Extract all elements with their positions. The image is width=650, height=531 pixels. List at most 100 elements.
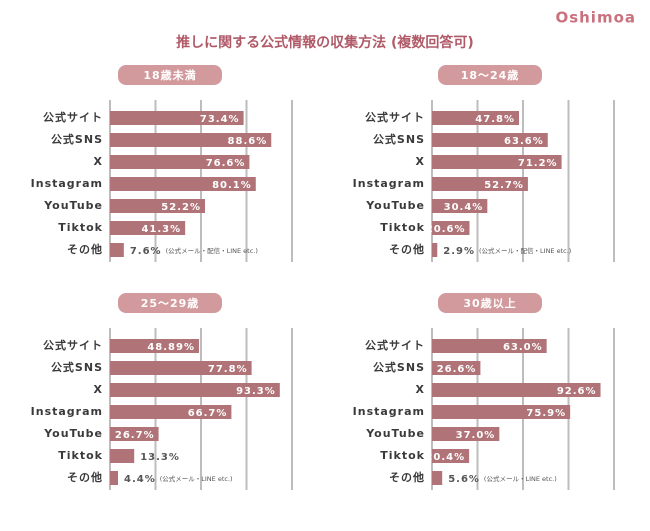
- category-label: X: [416, 155, 425, 168]
- value-label: 52.2%: [161, 202, 201, 213]
- value-label: 26.7%: [115, 430, 155, 441]
- category-label: その他: [67, 242, 103, 256]
- value-label: 2.9%: [443, 246, 475, 257]
- value-note: (公式メール・配信・LINE etc.): [166, 246, 258, 255]
- category-label: 公式サイト: [43, 338, 103, 352]
- category-label: Tiktok: [380, 449, 425, 462]
- panel-title: 25～29歳: [141, 296, 200, 310]
- category-label: 公式サイト: [365, 338, 425, 352]
- bar: [110, 155, 250, 169]
- category-label: 公式SNS: [373, 360, 425, 374]
- value-label: 63.6%: [504, 136, 544, 147]
- bar: [110, 133, 272, 147]
- value-label: 66.7%: [188, 408, 228, 419]
- category-label: その他: [389, 470, 425, 484]
- category-label: X: [94, 155, 103, 168]
- category-label: X: [416, 383, 425, 396]
- category-label: その他: [67, 470, 103, 484]
- bar: [110, 221, 186, 235]
- bar: [432, 133, 548, 147]
- value-label: 7.6%: [130, 246, 162, 257]
- bar: [110, 243, 124, 257]
- bar: [110, 177, 256, 191]
- value-label: 5.6%: [448, 474, 480, 485]
- value-note: (公式メール・LINE etc.): [484, 474, 557, 483]
- value-label: 73.4%: [200, 114, 240, 125]
- value-label: 75.9%: [526, 408, 566, 419]
- brand: Oshimoa: [555, 9, 636, 27]
- bar: [432, 111, 519, 125]
- bar: [432, 221, 470, 235]
- bar: [432, 383, 601, 397]
- category-label: YouTube: [43, 199, 103, 212]
- category-label: Instagram: [353, 405, 425, 418]
- value-label: 48.89%: [147, 342, 195, 353]
- panel-title: 30歳以上: [463, 296, 516, 310]
- value-label: 20.6%: [426, 224, 466, 235]
- value-label: 52.7%: [484, 180, 524, 191]
- value-label: 30.4%: [444, 202, 484, 213]
- bar: [432, 471, 443, 485]
- value-label: 26.6%: [437, 364, 477, 375]
- value-note: (公式メール・配信・LINE etc.): [479, 246, 571, 255]
- panel-title-pill: [118, 65, 222, 85]
- bar: [110, 427, 159, 441]
- category-label: YouTube: [365, 427, 425, 440]
- value-label: 77.8%: [208, 364, 248, 375]
- bar: [432, 361, 481, 375]
- value-label: 63.0%: [503, 342, 543, 353]
- bar: [110, 405, 232, 419]
- bar: [110, 449, 135, 463]
- category-label: Tiktok: [58, 221, 103, 234]
- value-label: 4.4%: [124, 474, 156, 485]
- bar: [110, 361, 252, 375]
- bar: [432, 243, 438, 257]
- value-label: 71.2%: [518, 158, 558, 169]
- bar: [432, 177, 528, 191]
- category-label: 公式SNS: [51, 132, 103, 146]
- bar: [110, 383, 280, 397]
- page-title: 推しに関する公式情報の収集方法 (複数回答可): [176, 34, 474, 51]
- bar: [110, 199, 206, 213]
- category-label: Tiktok: [58, 449, 103, 462]
- panel-title: 18～24歳: [461, 68, 520, 82]
- category-label: 公式SNS: [51, 360, 103, 374]
- value-label: 41.3%: [141, 224, 181, 235]
- panel-title-pill: [438, 65, 542, 85]
- bar: [110, 111, 244, 125]
- bar: [432, 155, 562, 169]
- panel-title-pill: [438, 293, 542, 313]
- value-label: 80.1%: [212, 180, 252, 191]
- category-label: YouTube: [43, 427, 103, 440]
- category-label: 公式SNS: [373, 132, 425, 146]
- category-label: Tiktok: [380, 221, 425, 234]
- bar: [432, 427, 500, 441]
- value-label: 37.0%: [456, 430, 496, 441]
- bar: [432, 339, 547, 353]
- value-label: 47.8%: [475, 114, 515, 125]
- bar: [432, 199, 488, 213]
- category-label: X: [94, 383, 103, 396]
- bar: [110, 339, 199, 353]
- value-label: 13.3%: [140, 452, 180, 463]
- category-label: Instagram: [31, 177, 103, 190]
- value-note: (公式メール・LINE etc.): [160, 474, 233, 483]
- category-label: YouTube: [365, 199, 425, 212]
- value-label: 93.3%: [236, 386, 276, 397]
- category-label: Instagram: [353, 177, 425, 190]
- bar: [110, 471, 119, 485]
- bar: [432, 405, 571, 419]
- value-label: 88.6%: [228, 136, 268, 147]
- category-label: 公式サイト: [43, 110, 103, 124]
- panel-title-pill: [118, 293, 222, 313]
- bar: [432, 449, 470, 463]
- value-label: 20.4%: [425, 452, 465, 463]
- category-label: Instagram: [31, 405, 103, 418]
- value-label: 92.6%: [557, 386, 597, 397]
- panel-title: 18歳未満: [143, 68, 196, 82]
- category-label: 公式サイト: [365, 110, 425, 124]
- value-label: 76.6%: [206, 158, 246, 169]
- category-label: その他: [389, 242, 425, 256]
